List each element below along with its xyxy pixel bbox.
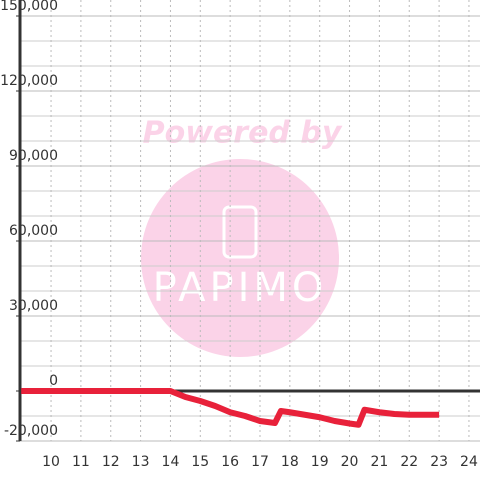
y-tick-label: 90,000	[9, 148, 58, 164]
y-tick-label: -20,000	[4, 423, 58, 439]
x-tick-label: 18	[281, 454, 299, 470]
y-tick-label: 120,000	[0, 73, 58, 89]
y-tick-label: 0	[49, 373, 58, 389]
watermark-top: Powered by	[143, 116, 343, 151]
x-tick-label: 17	[251, 454, 269, 470]
x-tick-label: 11	[72, 454, 90, 470]
x-tick-label: 10	[42, 454, 60, 470]
plot	[21, 388, 440, 428]
x-tick-label: 24	[460, 454, 478, 470]
x-tick-label: 14	[162, 454, 180, 470]
x-tick-label: 13	[132, 454, 150, 470]
y-tick-label: 150,000	[0, 0, 58, 14]
x-tick-label: 15	[191, 454, 209, 470]
series-line	[21, 388, 440, 428]
x-tick-label: 20	[341, 454, 359, 470]
watermark-bottom: PAPIMO	[153, 265, 328, 311]
y-tick-label: 60,000	[9, 223, 58, 239]
watermark: Powered by PAPIMO	[141, 116, 343, 357]
grid: -20,000 0 30,000 60,000 90,000 120,000 150,000…	[0, 0, 480, 470]
x-tick-label: 19	[311, 454, 329, 470]
x-tick-label: 22	[400, 454, 418, 470]
x-tick-label: 23	[430, 454, 448, 470]
x-tick-label: 16	[221, 454, 239, 470]
watermark-icon	[222, 205, 258, 259]
y-tick-label: 30,000	[9, 298, 58, 314]
x-tick-label: 12	[102, 454, 120, 470]
x-tick-label: 21	[370, 454, 388, 470]
